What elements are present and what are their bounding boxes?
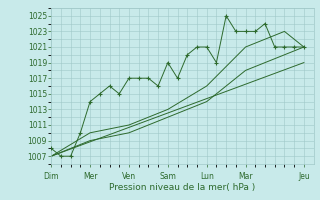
X-axis label: Pression niveau de la mer( hPa ): Pression niveau de la mer( hPa ) (109, 183, 256, 192)
